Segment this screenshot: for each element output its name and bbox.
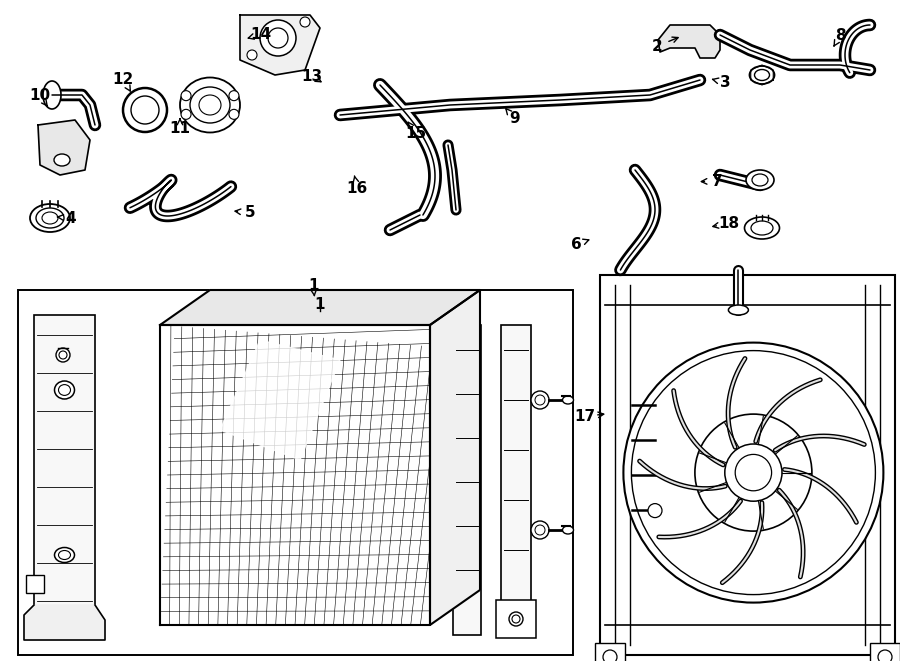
Circle shape — [603, 650, 617, 661]
Ellipse shape — [55, 381, 75, 399]
Ellipse shape — [56, 348, 70, 362]
Ellipse shape — [55, 547, 75, 563]
Ellipse shape — [42, 212, 58, 224]
Circle shape — [268, 28, 288, 48]
Ellipse shape — [751, 221, 773, 235]
Text: 18: 18 — [718, 216, 740, 231]
Circle shape — [624, 342, 884, 603]
Ellipse shape — [36, 208, 64, 228]
Circle shape — [181, 109, 191, 120]
Circle shape — [648, 504, 662, 518]
Ellipse shape — [509, 612, 523, 626]
Bar — [595, 643, 625, 661]
Text: 2: 2 — [652, 39, 662, 54]
Circle shape — [878, 650, 892, 661]
Ellipse shape — [562, 526, 573, 534]
Ellipse shape — [58, 385, 70, 395]
FancyBboxPatch shape — [453, 325, 481, 635]
Circle shape — [724, 444, 782, 501]
Bar — [600, 275, 895, 655]
Bar — [870, 643, 900, 661]
Text: 12: 12 — [112, 72, 134, 87]
Circle shape — [247, 50, 257, 60]
Ellipse shape — [750, 66, 775, 84]
FancyBboxPatch shape — [496, 600, 536, 638]
FancyBboxPatch shape — [34, 315, 95, 635]
Text: 8: 8 — [835, 28, 846, 42]
Ellipse shape — [190, 87, 230, 123]
Circle shape — [300, 17, 310, 27]
Circle shape — [181, 91, 191, 100]
Ellipse shape — [744, 217, 779, 239]
Text: 5: 5 — [245, 206, 256, 220]
Ellipse shape — [180, 77, 240, 132]
Text: 14: 14 — [250, 27, 272, 42]
Polygon shape — [220, 340, 340, 460]
Bar — [18, 290, 573, 655]
Polygon shape — [430, 290, 480, 625]
Text: 4: 4 — [65, 211, 76, 225]
Ellipse shape — [59, 351, 67, 359]
Text: 9: 9 — [509, 112, 520, 126]
Ellipse shape — [54, 154, 70, 166]
Circle shape — [229, 109, 238, 120]
Text: 7: 7 — [712, 174, 723, 188]
FancyBboxPatch shape — [501, 325, 531, 635]
Text: 13: 13 — [301, 69, 322, 83]
Text: 1: 1 — [308, 278, 319, 293]
Ellipse shape — [43, 81, 61, 109]
Ellipse shape — [728, 305, 749, 315]
Circle shape — [229, 91, 238, 100]
Ellipse shape — [752, 174, 768, 186]
Text: 6: 6 — [571, 237, 581, 252]
Ellipse shape — [512, 615, 520, 623]
Circle shape — [531, 521, 549, 539]
Polygon shape — [160, 290, 480, 325]
Ellipse shape — [58, 551, 70, 559]
Polygon shape — [38, 120, 90, 175]
Circle shape — [260, 20, 296, 56]
Polygon shape — [658, 25, 720, 58]
Circle shape — [695, 414, 812, 531]
Circle shape — [535, 395, 545, 405]
Text: 15: 15 — [405, 126, 427, 141]
Circle shape — [123, 88, 167, 132]
Text: 1: 1 — [315, 297, 325, 312]
Text: 17: 17 — [574, 409, 596, 424]
Polygon shape — [240, 15, 320, 75]
Text: 10: 10 — [29, 89, 50, 103]
Ellipse shape — [562, 396, 573, 404]
Ellipse shape — [199, 95, 221, 115]
Ellipse shape — [746, 170, 774, 190]
Circle shape — [131, 96, 159, 124]
Circle shape — [535, 525, 545, 535]
Circle shape — [735, 454, 771, 491]
Text: 3: 3 — [720, 75, 731, 90]
Polygon shape — [24, 605, 105, 640]
Text: 16: 16 — [346, 181, 368, 196]
Ellipse shape — [754, 69, 770, 81]
Circle shape — [531, 391, 549, 409]
Ellipse shape — [30, 204, 70, 232]
Text: 11: 11 — [169, 122, 191, 136]
Circle shape — [632, 350, 876, 595]
Bar — [26, 575, 44, 593]
